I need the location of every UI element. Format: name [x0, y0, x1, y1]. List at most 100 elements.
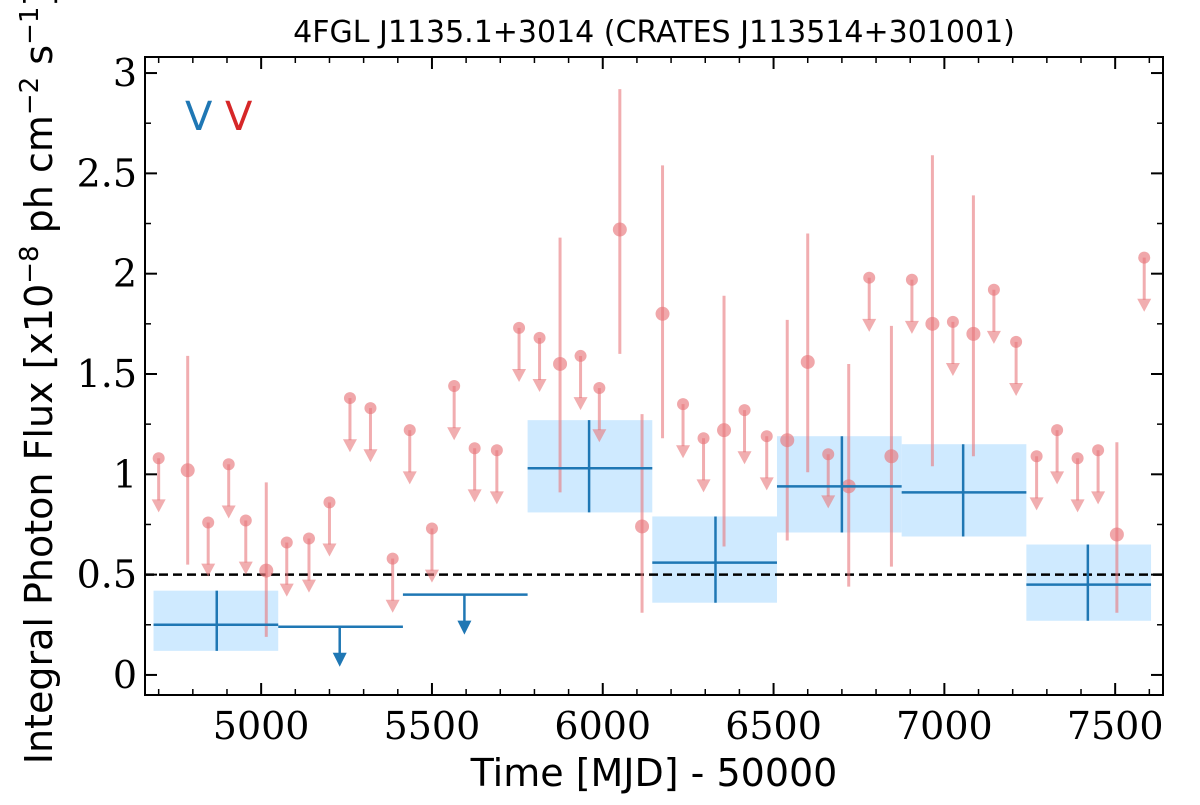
weekly-upper-limit-arrow: [904, 320, 919, 334]
weekly-upper-limit-point: [490, 444, 503, 457]
weekly-upper-limit-point: [202, 516, 215, 529]
yearly-upper-limit-arrow: [332, 652, 347, 667]
weekly-upper-limit-arrow: [447, 427, 462, 441]
y-label-post: ]: [17, 0, 61, 7]
x-axis-label: Time [MJD] - 50000: [470, 751, 838, 795]
y-tick-label: 3: [113, 51, 137, 95]
weekly-upper-limit-arrow: [759, 477, 774, 491]
weekly-upper-limit-arrow: [467, 489, 482, 503]
weekly-upper-limit-arrow: [151, 499, 166, 513]
weekly-upper-limit-arrow: [221, 505, 236, 519]
weekly-upper-limit-point: [513, 321, 526, 334]
y-label-exp2: −2: [15, 77, 45, 115]
weekly-upper-limit-point: [364, 402, 377, 415]
weekly-upper-limit-point: [386, 552, 399, 565]
y-tick-label: 0.5: [77, 553, 137, 597]
weekly-upper-limit-point: [533, 331, 546, 344]
yearly-bins-layer: [153, 420, 1152, 667]
chart-title: 4FGL J1135.1+3014 (CRATES J113514+301001…: [293, 15, 1015, 50]
y-tick-label: 1: [113, 452, 137, 496]
y-label-mid: ph cm: [17, 115, 61, 245]
weekly-point: [180, 463, 195, 478]
x-tick-label: 5000: [213, 704, 310, 748]
yearly-upper-limit-arrow: [457, 620, 472, 635]
weekly-upper-limit-arrow: [986, 330, 1001, 344]
weekly-point: [717, 423, 732, 438]
weekly-upper-limit-point: [822, 448, 835, 461]
weekly-upper-limit-point: [905, 273, 918, 286]
weekly-upper-limit-arrow: [1029, 497, 1044, 511]
weekly-point: [884, 449, 899, 464]
weekly-point: [925, 316, 940, 331]
weekly-upper-limit-point: [1010, 335, 1023, 348]
weekly-point: [966, 326, 981, 341]
weekly-upper-limit-point: [152, 452, 165, 465]
weekly-upper-limit-point: [302, 532, 315, 545]
weekly-upper-limit-arrow: [573, 397, 588, 411]
weekly-upper-limit-arrow: [1070, 499, 1085, 513]
weekly-upper-limit-point: [222, 458, 235, 471]
weekly-point: [655, 306, 670, 321]
weekly-upper-limit-arrow: [238, 561, 253, 575]
y-label-pre: Integral Photon Flux [x10: [17, 284, 61, 765]
y-tick-label: 0: [113, 653, 137, 697]
weekly-point: [553, 356, 568, 371]
weekly-point: [635, 519, 650, 534]
weekly-upper-limit-arrow: [676, 445, 691, 459]
y-label-mid2: s: [17, 45, 61, 77]
weekly-upper-limit-arrow: [821, 495, 836, 509]
weekly-upper-limit-point: [1138, 251, 1151, 264]
weekly-upper-limit-point: [946, 315, 959, 328]
weekly-upper-limit-arrow: [385, 599, 400, 613]
weekly-upper-limit-point: [863, 271, 876, 284]
weekly-upper-limit-point: [323, 496, 336, 509]
weekly-upper-limit-point: [760, 430, 773, 443]
y-tick-label: 2.5: [77, 151, 137, 195]
x-tick-label: 7000: [896, 704, 993, 748]
weekly-upper-limit-arrow: [1091, 491, 1106, 505]
weekly-point: [612, 222, 627, 237]
weekly-upper-limit-point: [448, 380, 461, 393]
weekly-upper-limit-arrow: [696, 479, 711, 493]
weekly-upper-limit-arrow: [592, 429, 607, 443]
weekly-upper-limit-arrow: [363, 449, 378, 463]
weekly-upper-limit-arrow: [737, 451, 752, 465]
weekly-upper-limit-arrow: [279, 583, 294, 597]
weekly-upper-limit-arrow: [402, 471, 417, 485]
weekly-upper-limit-point: [403, 424, 416, 437]
weekly-upper-limit-arrow: [489, 491, 504, 505]
y-tick-label: 2: [113, 252, 137, 296]
weekly-upper-limit-point: [593, 382, 606, 395]
yearly-band: [776, 436, 902, 533]
x-tick-label: 7500: [1067, 704, 1164, 748]
axes-layer: 5000 5500 6000 6500 7000 7500 0 0.5 1 1.5 2 2.5 3: [77, 51, 1164, 748]
weekly-point: [259, 563, 274, 578]
weekly-upper-limit-arrow: [1009, 383, 1024, 397]
legend-glyph: V: [185, 94, 213, 140]
weekly-upper-limit-point: [1051, 424, 1064, 437]
plot-frame: [144, 56, 1164, 696]
weekly-upper-limit-point: [1030, 450, 1043, 463]
legend-glyph: V: [225, 94, 253, 140]
weekly-upper-limit-arrow: [1137, 298, 1152, 312]
weekly-upper-limit-arrow: [512, 369, 527, 383]
x-tick-label: 5500: [384, 704, 481, 748]
weekly-upper-limit-arrow: [862, 318, 877, 332]
x-tick-label: 6500: [725, 704, 822, 748]
weekly-upper-limit-arrow: [1050, 471, 1065, 485]
weekly-points-layer: [151, 89, 1152, 637]
y-tick-label: 1.5: [77, 352, 137, 396]
yearly-bands-layer: [153, 420, 1152, 651]
weekly-upper-limit-point: [280, 536, 293, 549]
weekly-upper-limit-point: [987, 283, 1000, 296]
weekly-upper-limit-arrow: [322, 543, 337, 557]
weekly-upper-limit-point: [574, 349, 587, 362]
weekly-upper-limit-arrow: [424, 569, 439, 583]
y-label-exp1: −8: [15, 245, 45, 283]
weekly-upper-limit-arrow: [945, 362, 960, 376]
weekly-upper-limit-arrow: [301, 579, 316, 593]
weekly-upper-limit-arrow: [201, 563, 216, 577]
weekly-upper-limit-point: [343, 392, 356, 405]
